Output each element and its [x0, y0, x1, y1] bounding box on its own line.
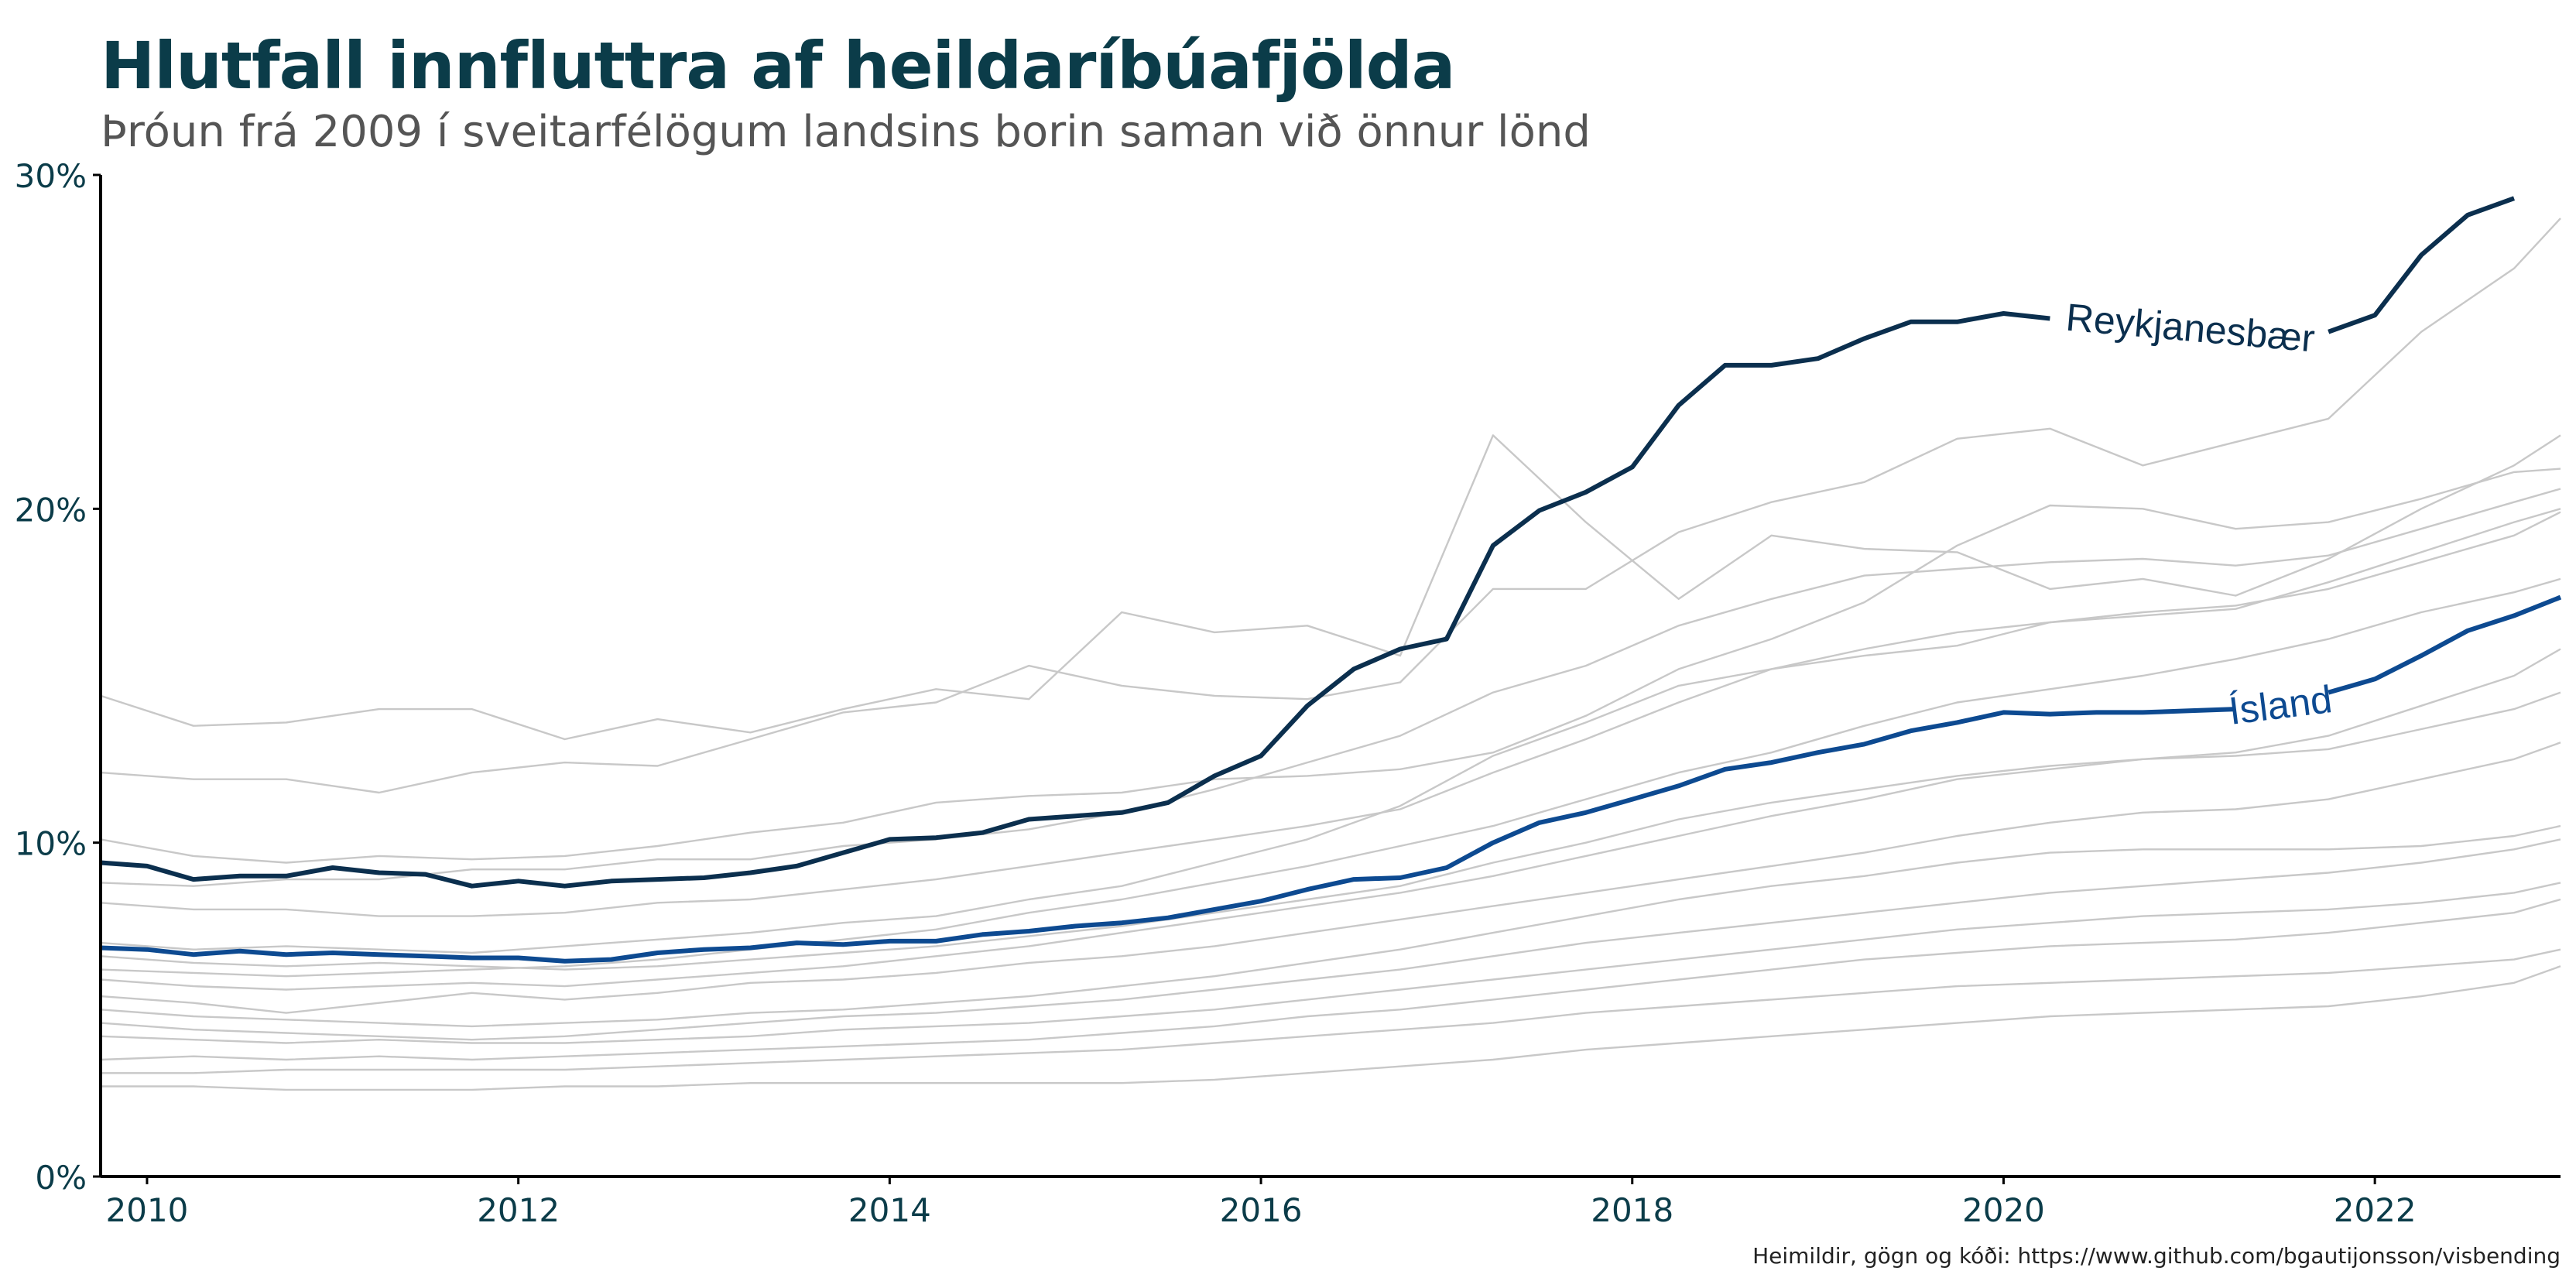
series-label-island: Ísland — [2227, 677, 2334, 733]
y-tick-label: 0% — [35, 1159, 87, 1197]
background-line-4 — [100, 488, 2561, 887]
axes: 0% 10% 20% 30% 2010 2012 2014 2016 2018 2020 2022 — [15, 157, 2561, 1229]
y-tick-label: 20% — [15, 491, 87, 529]
background-line-1 — [100, 434, 2561, 741]
series-label-reykjanesbaer: Reykjanesbær — [2064, 296, 2317, 361]
series-line-reykjanesbaer — [100, 311, 2050, 889]
chart-title: Hlutfall innfluttra af heildaríbúafjölda — [101, 28, 1455, 104]
x-tick-label: 2014 — [848, 1191, 931, 1229]
background-line-5 — [100, 508, 2561, 917]
y-tick-label: 30% — [15, 157, 87, 195]
series-labels: Reykjanesbær Ísland — [2064, 296, 2334, 733]
series-line-reykjanesbaer-end — [2328, 196, 2516, 334]
background-lines — [100, 218, 2561, 1091]
x-tick-label: 2016 — [1220, 1191, 1303, 1229]
background-line-8 — [100, 691, 2561, 971]
background-line-9 — [100, 648, 2561, 991]
source-caption: Heimildir, gögn og kóði: https://www.git… — [1752, 1243, 2561, 1269]
background-line-2 — [100, 218, 2561, 794]
x-tick-label: 2012 — [477, 1191, 560, 1229]
series-line-island — [100, 707, 2236, 964]
background-line-14 — [100, 898, 2561, 1061]
y-tick-label: 10% — [15, 825, 87, 863]
background-line-10 — [100, 742, 2561, 1014]
series-line-island-end — [2328, 594, 2562, 695]
background-line-16 — [101, 965, 2561, 1091]
background-line-3 — [100, 468, 2561, 864]
background-line-13 — [100, 882, 2561, 1044]
background-line-6 — [100, 511, 2561, 954]
highlight-lines — [100, 196, 2562, 964]
chart-subtitle: Þróun frá 2009 í sveitarfélögum landsins… — [101, 107, 1591, 157]
background-line-12 — [100, 838, 2561, 1041]
background-line-15 — [101, 948, 2561, 1074]
background-line-11 — [100, 824, 2561, 1028]
x-tick-label: 2010 — [106, 1191, 189, 1229]
x-tick-label: 2022 — [2334, 1191, 2417, 1229]
x-tick-label: 2018 — [1591, 1191, 1673, 1229]
x-tick-label: 2020 — [1962, 1191, 2045, 1229]
